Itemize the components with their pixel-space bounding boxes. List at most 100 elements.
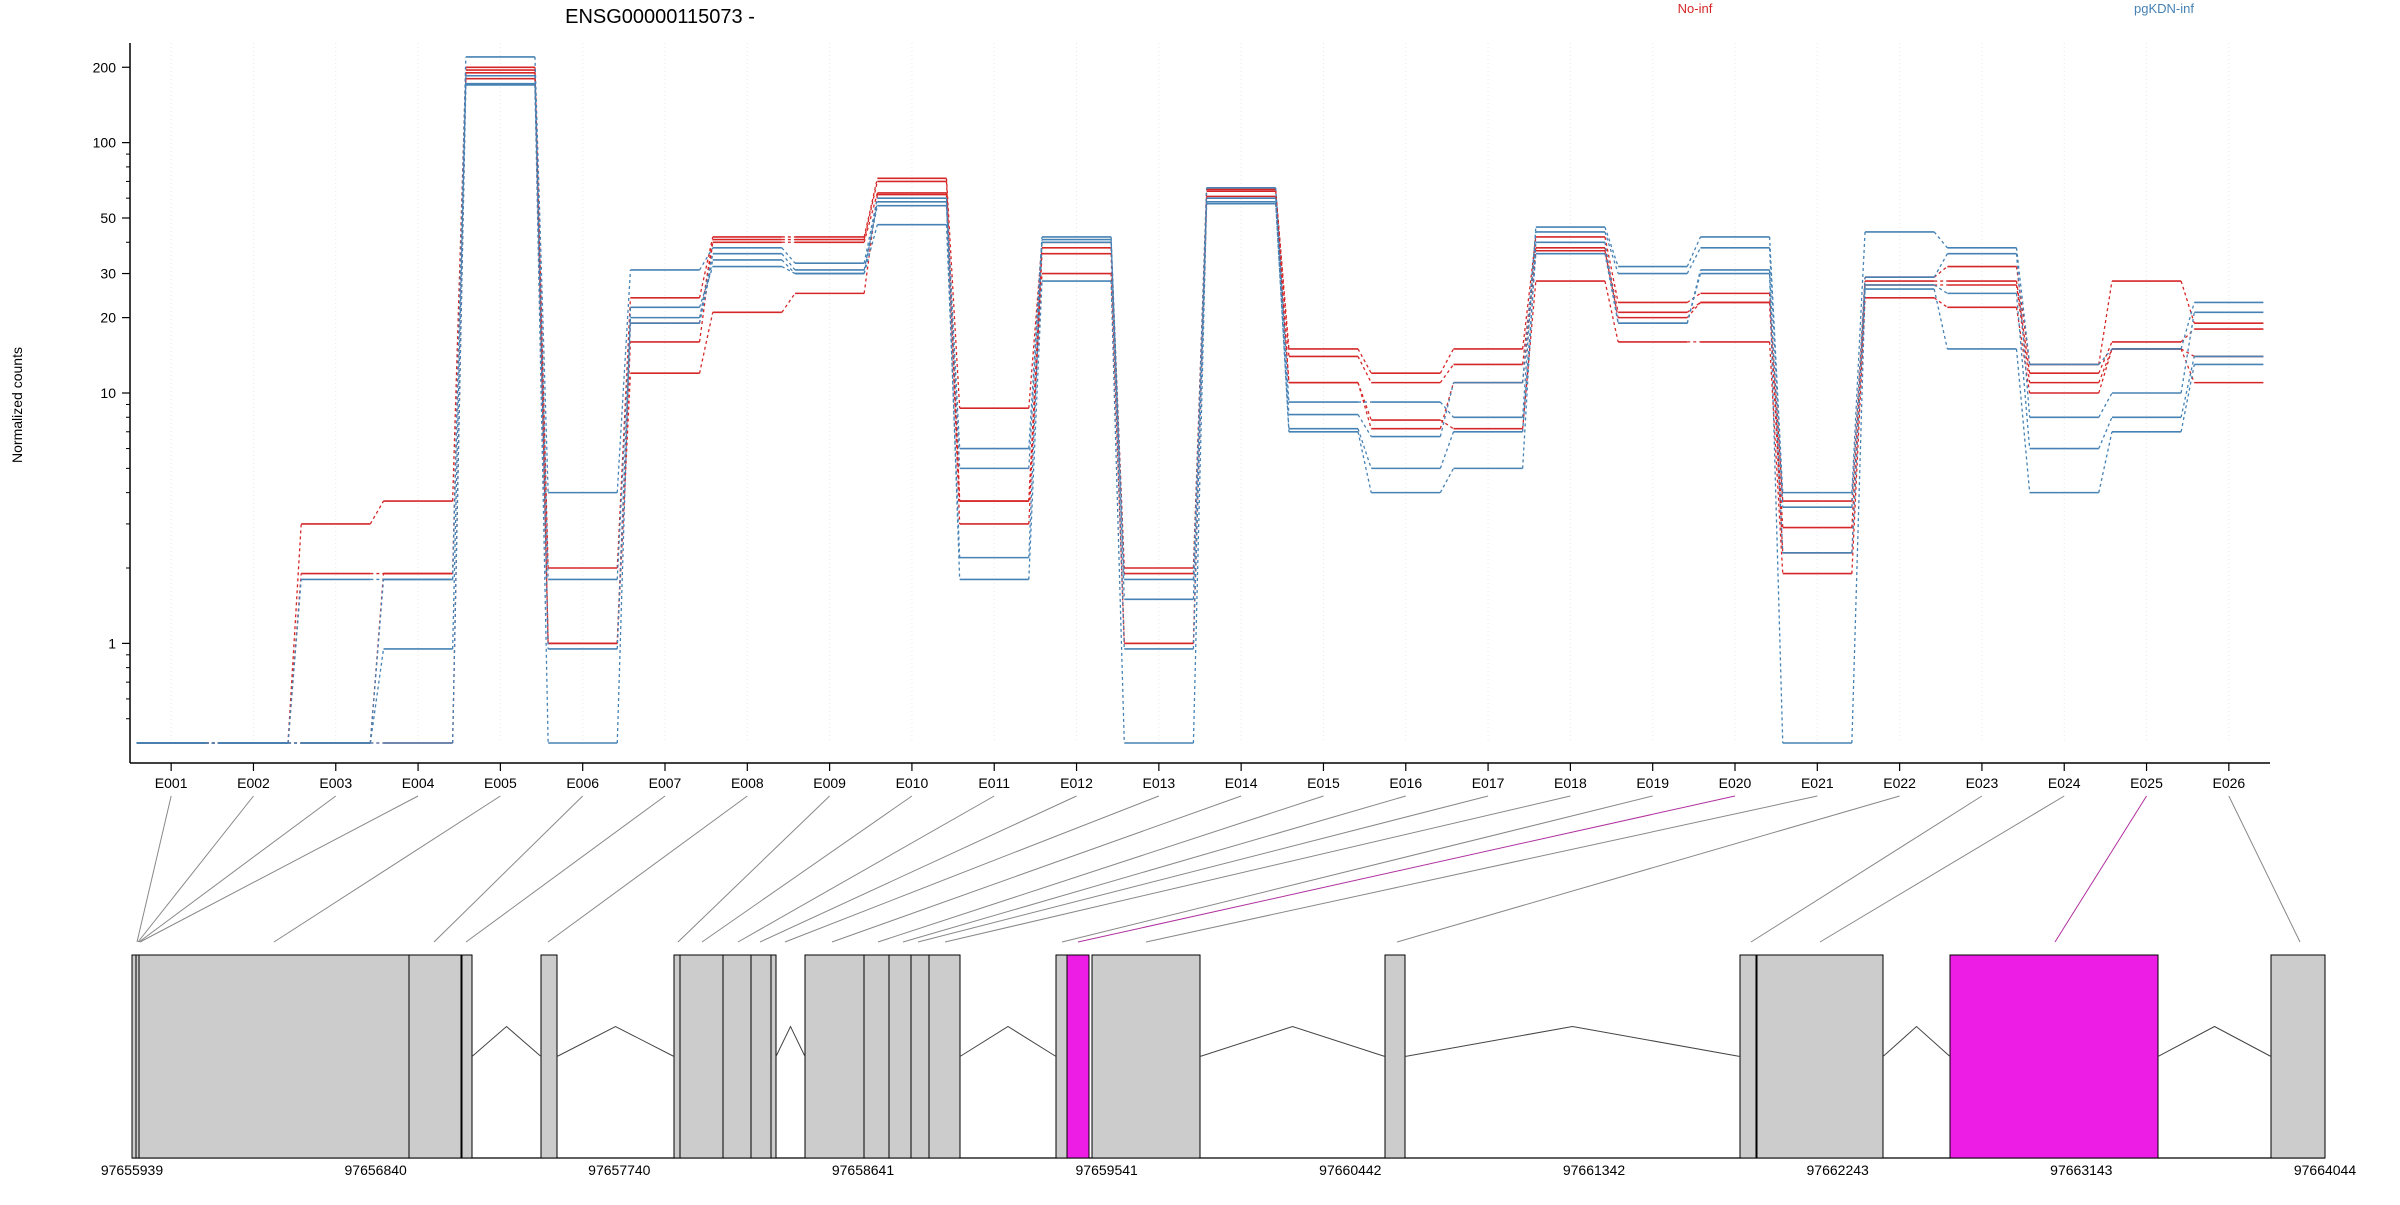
x-tick-label-e013: E013 (1142, 775, 1175, 791)
gridlines (170, 43, 2230, 743)
series-connector (698, 236, 714, 298)
series-connector (2180, 312, 2195, 394)
y-tick-label: 20 (100, 310, 116, 326)
exon-block (131, 954, 463, 1159)
series-connector (1028, 242, 1043, 558)
series-connector (1357, 414, 1372, 437)
series-connector (451, 84, 467, 744)
y-tick-label: 10 (100, 385, 116, 401)
coordinate-label: 97662243 (1807, 1162, 1870, 1178)
series-connector (1933, 266, 1948, 278)
series-connector (1933, 253, 1948, 278)
series-connector (2015, 348, 2031, 493)
series-connector (1357, 428, 1372, 469)
series-connector (863, 201, 878, 274)
x-tick-label-e015: E015 (1307, 775, 1340, 791)
series-connector (2015, 293, 2031, 449)
x-tick-label-e008: E008 (731, 775, 764, 791)
y-tick-label: 1 (108, 635, 116, 651)
exon-connector (1750, 795, 1983, 943)
series-connector (1686, 273, 1702, 324)
y-axis-label: Normalized counts (9, 347, 25, 463)
exon-connector (902, 795, 1406, 943)
x-ticks: E001 E002 E003 E004 E005 E006 E007 E008 E009 E010… (155, 763, 2245, 791)
series-connector (2180, 356, 2195, 418)
exon-block (461, 954, 473, 1159)
series-connector (287, 579, 302, 744)
series-connector (1521, 231, 1537, 383)
x-tick-label-e006: E006 (566, 775, 599, 791)
exon-connector (2054, 795, 2147, 943)
series-connector (616, 323, 632, 649)
series-connector (698, 312, 714, 374)
series-connector (1933, 284, 1948, 294)
series-connector (616, 307, 632, 744)
intron-line (1882, 1025, 1951, 1057)
series-connector (1275, 201, 1290, 432)
series-connector (616, 269, 632, 493)
exon-connector (701, 795, 913, 943)
exon-connector-lines (136, 795, 2301, 943)
coordinate-label: 97661342 (1563, 1162, 1626, 1178)
exon-connector (1145, 795, 1818, 943)
series-connector (945, 178, 961, 409)
series-connector (1933, 231, 1948, 249)
exon-connector (737, 795, 995, 943)
series-connector (369, 579, 385, 744)
series-connector (369, 648, 385, 744)
series-connector (1768, 341, 1784, 574)
series-connector (1028, 239, 1043, 469)
exon-connector (944, 795, 1571, 943)
series-connector (2098, 431, 2113, 493)
series-connector (2098, 392, 2113, 418)
exon-connector (139, 795, 419, 943)
series-connector (1521, 227, 1537, 418)
series-connector (1686, 236, 1702, 267)
series-connector (451, 75, 467, 649)
series-connector (369, 500, 385, 525)
series-connector (1522, 236, 1537, 349)
exon-connector (1396, 795, 1900, 943)
series-connector (945, 201, 961, 580)
x-tick-label-e014: E014 (1225, 775, 1258, 791)
series-connector (1604, 236, 1619, 303)
series-connector (1028, 236, 1043, 449)
series-connector (863, 181, 878, 240)
exon-connector (917, 795, 1489, 943)
series-connector (1604, 226, 1619, 267)
series-connector (1604, 231, 1619, 274)
exon-connector (877, 795, 1324, 943)
series-connector (1357, 431, 1372, 493)
series-connector (1851, 297, 1866, 574)
exon-block (804, 954, 961, 1159)
series-connector (1192, 201, 1208, 744)
series-connector (2098, 348, 2113, 394)
x-tick-label-e009: E009 (813, 775, 846, 791)
exon-block (1091, 954, 1201, 1159)
coordinate-label: 97657740 (588, 1162, 651, 1178)
series-connector (1768, 269, 1784, 553)
exon-block (673, 954, 777, 1159)
series-connector (1439, 431, 1455, 469)
series-connector (1110, 242, 1125, 649)
x-tick-label-e018: E018 (1554, 775, 1587, 791)
coordinate-label: 97658641 (832, 1162, 895, 1178)
x-tick-label-e026: E026 (2212, 775, 2245, 791)
series-connector (863, 198, 878, 264)
series-connector (2180, 364, 2195, 432)
series-connector (863, 224, 878, 274)
series-connector (1192, 203, 1208, 649)
series-connector (945, 205, 961, 469)
y-ticks: 1 10 20 30 50 100 200 (93, 59, 130, 720)
coordinate-label: 97664044 (2294, 1162, 2357, 1178)
series-connector (1768, 247, 1784, 508)
series-connector (451, 83, 467, 580)
exon-connector (784, 795, 1160, 943)
series-connector (1933, 297, 1948, 308)
series-connector (1686, 247, 1702, 274)
series-connector (1192, 198, 1208, 600)
series-connector (2180, 280, 2195, 324)
exon-block (1739, 954, 1757, 1159)
series-7 (136, 84, 2264, 744)
series-connector (1768, 293, 1784, 502)
